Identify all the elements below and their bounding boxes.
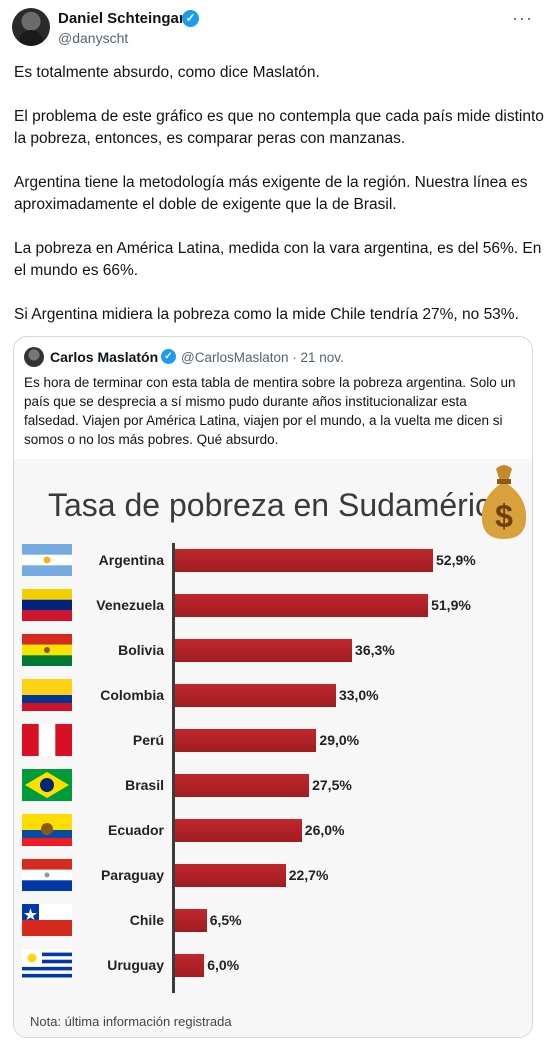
bar-colombia [175, 684, 336, 707]
category-label-venezuela: Venezuela [96, 597, 164, 613]
flag-peru-icon [22, 724, 72, 756]
svg-text:$: $ [495, 498, 513, 534]
flag-ecuador-icon [22, 814, 72, 846]
flag-uruguay-icon [22, 949, 72, 981]
chart-image[interactable]: Tasa de pobreza en Sudamérica $ Argentin… [14, 459, 532, 1037]
category-label-argentina: Argentina [98, 552, 164, 568]
author-name[interactable]: Daniel Schteingart [58, 10, 190, 27]
value-label-colombia: 33,0% [338, 687, 379, 703]
category-label-ecuador: Ecuador [107, 822, 164, 838]
category-label-peru: Perú [132, 732, 164, 748]
bar-argentina [175, 549, 433, 572]
chart-note: Nota: última información registrada [30, 1014, 232, 1029]
flag-chile-icon [22, 904, 72, 936]
bar-paraguay [175, 864, 286, 887]
flag-colombia-icon [22, 679, 72, 711]
flag-bolivia-icon [22, 634, 72, 666]
quoted-author-handle-date[interactable]: @CarlosMaslaton · 21 nov. [181, 350, 344, 365]
flag-argentina-icon [22, 544, 72, 576]
value-label-paraguay: 22,7% [288, 867, 329, 883]
category-label-paraguay: Paraguay [100, 867, 164, 883]
value-label-peru: 29,0% [319, 732, 360, 748]
bar-venezuela [175, 594, 429, 617]
value-label-brasil: 27,5% [312, 777, 352, 793]
category-label-chile: Chile [129, 912, 164, 928]
flag-brasil-icon [22, 769, 72, 801]
tweet-paragraph-2: El problema de este gráfico es que no co… [14, 108, 544, 147]
quoted-tweet-text: Es hora de terminar con esta tabla de me… [24, 375, 516, 447]
value-label-chile: 6,5% [209, 912, 242, 928]
quoted-tweet-card[interactable]: Carlos Maslatón ✓ @CarlosMaslaton · 21 n… [13, 336, 533, 1038]
bar-chile [175, 909, 207, 932]
bar-uruguay [175, 954, 205, 977]
category-label-brasil: Brasil [125, 777, 164, 793]
category-label-uruguay: Uruguay [107, 957, 164, 973]
verified-badge-icon: ✓ [182, 10, 199, 27]
value-label-bolivia: 36,3% [355, 642, 395, 658]
chart-bars-layer: Argentina 52,9% Venezuela 51,9% Bolivia 36,3%… [14, 459, 532, 1037]
tweet-paragraph-4: La pobreza en América Latina, medida con… [14, 240, 542, 279]
chart-axis-line [172, 543, 175, 993]
bar-ecuador [175, 819, 302, 842]
value-label-venezuela: 51,9% [431, 597, 471, 613]
flag-venezuela-icon [22, 589, 72, 621]
category-label-colombia: Colombia [100, 687, 164, 703]
quoted-author-avatar[interactable] [24, 347, 44, 367]
author-avatar[interactable] [12, 8, 50, 46]
value-label-argentina: 52,9% [436, 552, 476, 568]
more-options-icon[interactable]: ··· [512, 8, 533, 28]
bar-peru [175, 729, 317, 752]
value-label-uruguay: 6,0% [207, 957, 240, 973]
category-label-bolivia: Bolivia [118, 642, 164, 658]
flag-paraguay-icon [22, 859, 72, 891]
chart-title: Tasa de pobreza en Sudamérica [48, 487, 509, 523]
bar-bolivia [175, 639, 353, 662]
tweet-paragraph-1: Es totalmente absurdo, como dice Maslató… [14, 64, 320, 81]
value-label-ecuador: 26,0% [304, 822, 345, 838]
tweet-paragraph-3: Argentina tiene la metodología más exige… [14, 174, 528, 213]
author-handle[interactable]: @danyscht [58, 30, 129, 46]
quoted-author-name[interactable]: Carlos Maslatón [50, 349, 159, 365]
tweet-paragraph-5: Si Argentina midiera la pobreza como la … [14, 306, 519, 323]
quoted-verified-badge-icon: ✓ [161, 349, 176, 364]
money-bag-icon: $ [481, 465, 527, 539]
bar-brasil [175, 774, 310, 797]
